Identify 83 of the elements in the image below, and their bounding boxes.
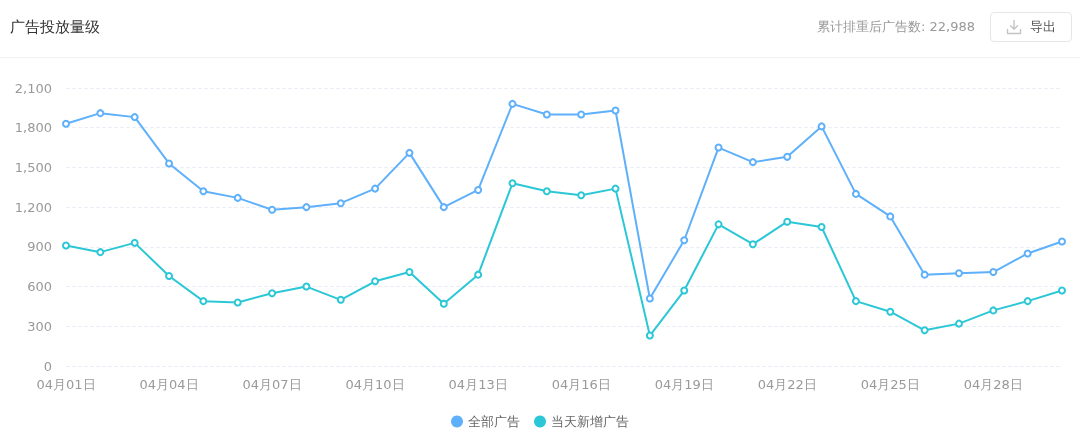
point bbox=[336, 199, 345, 208]
point bbox=[96, 109, 105, 118]
point bbox=[886, 307, 895, 316]
point bbox=[542, 110, 551, 119]
export-button: 导出 bbox=[990, 12, 1072, 42]
point bbox=[302, 282, 311, 291]
point bbox=[96, 248, 105, 257]
point bbox=[954, 269, 963, 278]
point bbox=[199, 297, 208, 306]
y-tick-label: 1,500 bbox=[14, 159, 52, 175]
legend-label: 当天新增广告 bbox=[551, 414, 629, 429]
point bbox=[577, 191, 586, 200]
x-tick-label: 04月28日 bbox=[963, 377, 1023, 392]
point bbox=[542, 187, 551, 196]
x-tick-label: 04月04日 bbox=[139, 377, 199, 392]
point bbox=[783, 152, 792, 161]
point bbox=[268, 205, 277, 214]
y-tick-label: 300 bbox=[27, 318, 52, 334]
x-tick-label: 04月01日 bbox=[36, 377, 96, 392]
point bbox=[748, 240, 757, 249]
x-tick-label: 04月16日 bbox=[551, 377, 611, 392]
point bbox=[405, 268, 414, 277]
point bbox=[130, 113, 139, 122]
chart-title: 广告投放量级 bbox=[10, 17, 100, 37]
point bbox=[199, 187, 208, 196]
x-tick-label: 04月13日 bbox=[448, 377, 508, 392]
point bbox=[302, 203, 311, 212]
point bbox=[920, 326, 929, 335]
y-tick-label: 600 bbox=[27, 279, 52, 295]
point bbox=[989, 306, 998, 315]
point bbox=[748, 158, 757, 167]
x-tick-label: 04月22日 bbox=[757, 377, 817, 392]
point bbox=[611, 184, 620, 193]
point bbox=[371, 184, 380, 193]
point bbox=[954, 319, 963, 328]
point bbox=[62, 119, 70, 128]
point bbox=[474, 185, 483, 194]
point bbox=[680, 286, 689, 295]
point bbox=[130, 238, 139, 247]
point bbox=[268, 289, 277, 298]
point bbox=[1023, 297, 1032, 306]
point bbox=[474, 270, 483, 279]
point bbox=[989, 268, 998, 277]
y-tick-label: 1,200 bbox=[14, 199, 52, 215]
y-tick-label: 2,100 bbox=[14, 80, 52, 96]
point bbox=[817, 223, 826, 231]
point bbox=[851, 297, 860, 306]
point bbox=[1058, 286, 1066, 295]
point bbox=[62, 241, 70, 250]
point bbox=[714, 220, 723, 229]
point bbox=[1058, 237, 1066, 246]
x-tick-label: 04月10日 bbox=[345, 377, 405, 392]
legend-label: 全部广告 bbox=[468, 414, 520, 429]
point bbox=[439, 299, 448, 308]
text: 累计排重后广告数: 22,988 bbox=[817, 18, 975, 36]
point bbox=[714, 143, 723, 152]
point bbox=[165, 271, 174, 280]
point bbox=[371, 277, 380, 286]
point bbox=[680, 236, 689, 245]
point bbox=[577, 110, 586, 119]
point bbox=[336, 295, 345, 304]
point bbox=[508, 99, 517, 108]
x-tick-label: 04月25日 bbox=[860, 377, 920, 392]
point bbox=[817, 122, 826, 131]
point bbox=[508, 179, 517, 188]
point bbox=[920, 270, 929, 279]
x-tick-label: 04月07日 bbox=[242, 377, 302, 392]
y-tick-label: 900 bbox=[27, 239, 52, 255]
point bbox=[233, 193, 242, 202]
point bbox=[886, 212, 895, 221]
point bbox=[405, 148, 414, 157]
point bbox=[439, 203, 448, 212]
point bbox=[1023, 249, 1032, 258]
point bbox=[783, 217, 792, 226]
point bbox=[851, 189, 860, 198]
point bbox=[645, 294, 654, 303]
point bbox=[165, 159, 174, 168]
x-tick-label: 04月19日 bbox=[654, 377, 714, 392]
point bbox=[233, 298, 242, 307]
point bbox=[645, 331, 654, 340]
y-tick-label: 0 bbox=[43, 358, 52, 374]
point bbox=[611, 106, 620, 115]
y-tick-label: 1,800 bbox=[14, 120, 52, 136]
